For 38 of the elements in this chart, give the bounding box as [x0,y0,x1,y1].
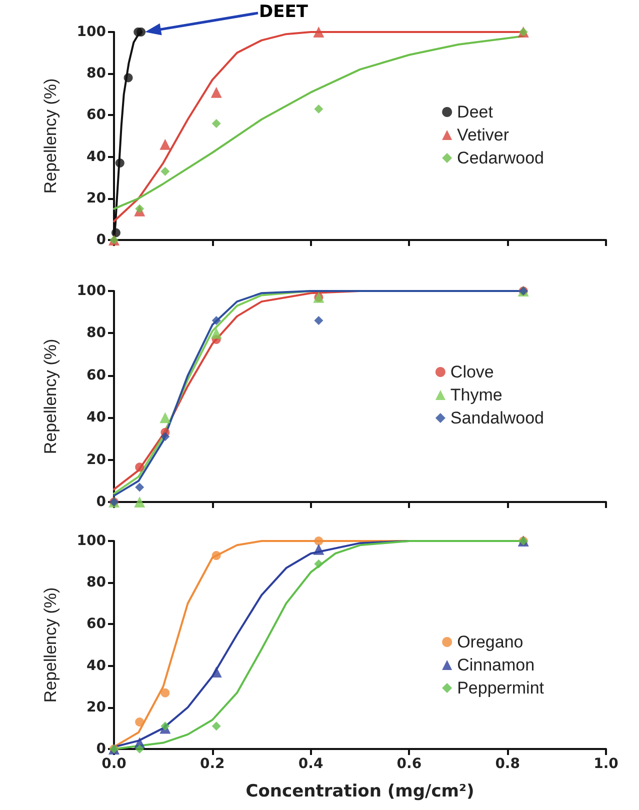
y-tick-label: 0 [96,494,106,510]
y-tick-label: 20 [86,190,106,206]
y-tick-label: 40 [86,658,106,674]
legend-label: Clove [450,362,494,382]
y-axis-title: Repellency (%) [41,587,60,703]
x-tick-label: 0.4 [298,756,324,772]
y-axis-title: Repellency (%) [41,338,60,454]
y-tick-label: 20 [86,452,106,468]
y-tick-label: 60 [86,107,106,124]
y-tick-label: 0 [96,741,106,757]
x-tick-label: 0.6 [396,756,422,772]
x-tick-label: 1.0 [594,756,619,772]
y-axis-title: Repellency (%) [41,78,60,194]
y-tick-label: 40 [86,410,106,426]
y-tick-label: 100 [76,283,106,299]
y-tick-label: 60 [86,616,106,632]
x-tick-label: 0.8 [495,756,520,772]
legend-label: Vetiver [457,126,510,144]
x-axis-title: Concentration (mg/cm²) [246,782,474,802]
y-tick-label: 100 [76,533,106,549]
y-tick-label: 40 [86,148,106,165]
legend-label: Oregano [457,632,524,652]
text: DEET [259,2,308,22]
y-tick-label: 100 [76,24,106,40]
y-tick-label: 0 [96,232,106,248]
legend-label: Cinnamon [457,656,535,674]
y-tick-label: 20 [86,699,106,716]
legend-label: Sandalwood [450,408,544,428]
legend-label: Deet [457,102,494,122]
legend-label: Cedarwood [457,148,544,168]
x-tick-label: 0.2 [200,756,225,772]
y-tick-label: 80 [86,66,106,82]
legend-label: Peppermint [457,678,544,698]
x-tick-label: 0.0 [102,756,127,772]
legend-label: Thyme [450,386,502,404]
y-tick-label: 60 [86,367,106,384]
y-tick-label: 80 [86,325,106,342]
y-tick-label: 80 [86,574,106,591]
